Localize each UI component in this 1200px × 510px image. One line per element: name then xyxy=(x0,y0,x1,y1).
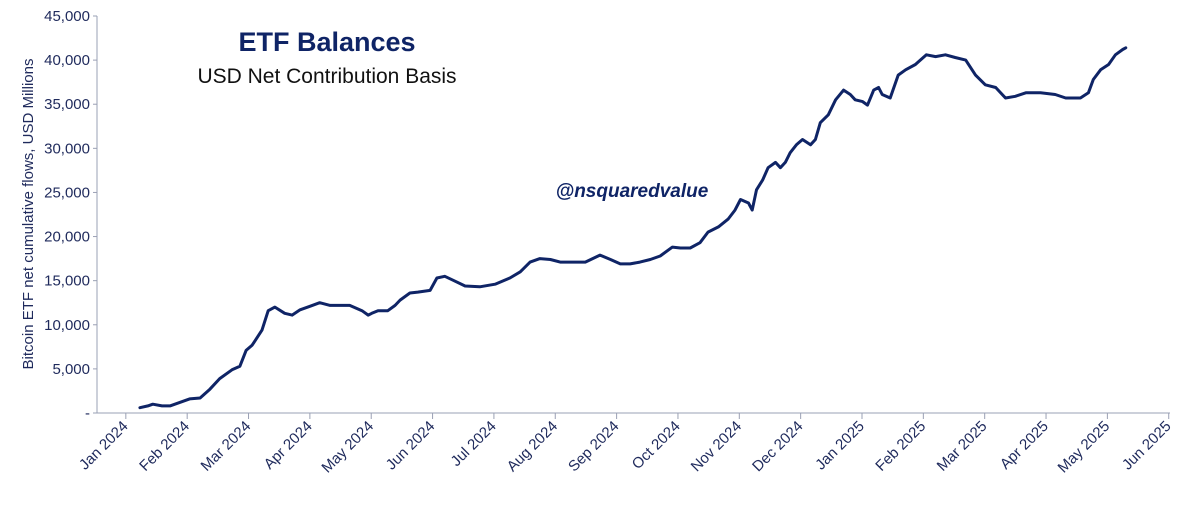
y-tick-label: - xyxy=(85,405,90,422)
chart-title: ETF Balances xyxy=(238,27,415,57)
x-tick-label: Feb 2024 xyxy=(136,418,193,475)
x-tick-label: Mar 2025 xyxy=(934,418,991,475)
x-tick-label: Jun 2025 xyxy=(1119,418,1175,474)
data-line xyxy=(138,46,1128,410)
x-tick-label: Mar 2024 xyxy=(198,418,255,475)
x-tick-label: Dec 2024 xyxy=(749,418,806,475)
x-tick-label: Apr 2024 xyxy=(261,418,316,473)
x-tick-label: Jan 2024 xyxy=(76,418,132,474)
y-tick-label: 10,000 xyxy=(44,317,90,334)
y-tick-label: 40,000 xyxy=(44,52,90,69)
chart-subtitle: USD Net Contribution Basis xyxy=(197,65,456,88)
x-tick-label: Apr 2025 xyxy=(997,418,1052,473)
y-tick-label: 5,000 xyxy=(52,361,90,378)
y-tick-label: 25,000 xyxy=(44,184,90,201)
x-tick-label: May 2024 xyxy=(318,418,377,477)
y-tick-label: 35,000 xyxy=(44,96,90,113)
annotation: @nsquaredvalue xyxy=(556,181,709,202)
y-tick-label: 20,000 xyxy=(44,229,90,246)
x-tick-label: Jul 2024 xyxy=(448,418,500,470)
x-tick-label: May 2025 xyxy=(1055,418,1114,477)
x-tick-label: Oct 2024 xyxy=(629,418,684,473)
y-tick-label: 30,000 xyxy=(44,140,90,157)
y-axis-label: Bitcoin ETF net cumulative flows, USD Mi… xyxy=(20,59,37,370)
y-tick-label: 15,000 xyxy=(44,273,90,290)
x-tick-label: Sep 2024 xyxy=(565,418,622,475)
x-tick-label: Aug 2024 xyxy=(504,418,561,475)
x-tick-label: Nov 2024 xyxy=(688,418,745,475)
x-tick-label: Feb 2025 xyxy=(872,418,929,475)
x-tick-label: Jun 2024 xyxy=(383,418,439,474)
x-tick-label: Jan 2025 xyxy=(812,418,868,474)
y-tick-label: 45,000 xyxy=(44,8,90,25)
